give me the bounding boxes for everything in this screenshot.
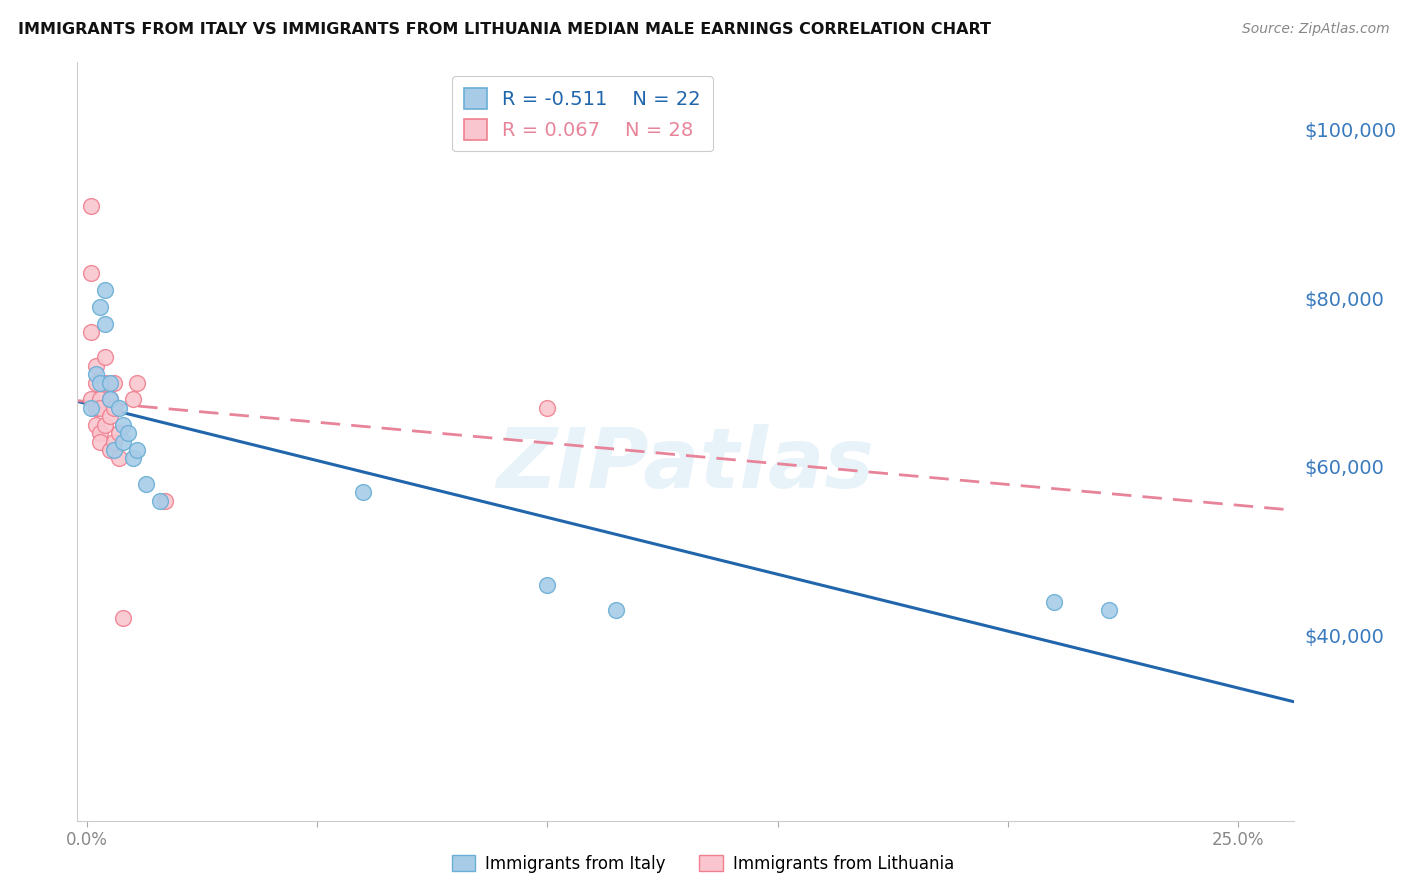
Point [84, 376, 107, 390]
Legend: Immigrants from Italy, Immigrants from Lithuania: Immigrants from Italy, Immigrants from L… [446, 848, 960, 880]
Point [98, 392, 121, 407]
Point [98, 392, 121, 407]
Point [80, 392, 103, 407]
Point [103, 401, 125, 415]
Legend: R = -0.511    N = 22, R = 0.067    N = 28: R = -0.511 N = 22, R = 0.067 N = 28 [451, 76, 713, 152]
Point [94, 317, 117, 331]
Point [80, 401, 103, 415]
Point [94, 351, 117, 365]
Point [103, 442, 125, 457]
Point [89, 300, 111, 314]
Point [605, 603, 627, 617]
Point [127, 376, 149, 390]
Point [112, 611, 135, 625]
Point [1098, 603, 1121, 617]
Point [84, 359, 107, 373]
Point [121, 392, 143, 407]
Point [103, 434, 125, 449]
Point [80, 325, 103, 339]
Point [84, 401, 107, 415]
Point [135, 476, 157, 491]
Point [80, 199, 103, 213]
Point [89, 392, 111, 407]
Point [89, 426, 111, 441]
Point [98, 442, 121, 457]
Point [149, 493, 172, 508]
Point [117, 426, 139, 441]
Point [89, 376, 111, 390]
Point [536, 401, 558, 415]
Point [89, 434, 111, 449]
Point [153, 493, 176, 508]
Text: IMMIGRANTS FROM ITALY VS IMMIGRANTS FROM LITHUANIA MEDIAN MALE EARNINGS CORRELAT: IMMIGRANTS FROM ITALY VS IMMIGRANTS FROM… [18, 22, 991, 37]
Point [98, 409, 121, 424]
Point [84, 417, 107, 432]
Point [352, 485, 374, 500]
Point [107, 401, 129, 415]
Text: ZIPatlas: ZIPatlas [496, 424, 875, 505]
Point [103, 376, 125, 390]
Point [80, 266, 103, 280]
Point [121, 451, 143, 466]
Point [94, 417, 117, 432]
Point [107, 426, 129, 441]
Text: Source: ZipAtlas.com: Source: ZipAtlas.com [1241, 22, 1389, 37]
Point [1043, 594, 1066, 608]
Point [94, 376, 117, 390]
Point [127, 442, 149, 457]
Point [112, 434, 135, 449]
Point [89, 401, 111, 415]
Point [98, 376, 121, 390]
Point [84, 367, 107, 381]
Point [107, 451, 129, 466]
Point [112, 417, 135, 432]
Point [536, 578, 558, 592]
Point [94, 283, 117, 297]
